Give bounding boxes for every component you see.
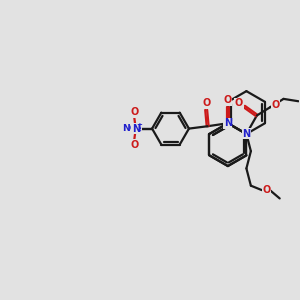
Text: O: O <box>235 98 243 108</box>
Text: O: O <box>224 95 232 105</box>
Text: N: N <box>224 118 232 128</box>
Text: O: O <box>130 140 138 150</box>
Text: O: O <box>272 100 280 110</box>
Text: O: O <box>262 185 270 195</box>
Text: N: N <box>242 129 250 139</box>
Text: O: O <box>130 107 138 117</box>
Text: +: + <box>137 122 142 128</box>
Text: O: O <box>202 98 211 108</box>
Text: N: N <box>132 124 140 134</box>
Text: N: N <box>242 129 250 139</box>
Text: NO₂: NO₂ <box>122 124 142 133</box>
